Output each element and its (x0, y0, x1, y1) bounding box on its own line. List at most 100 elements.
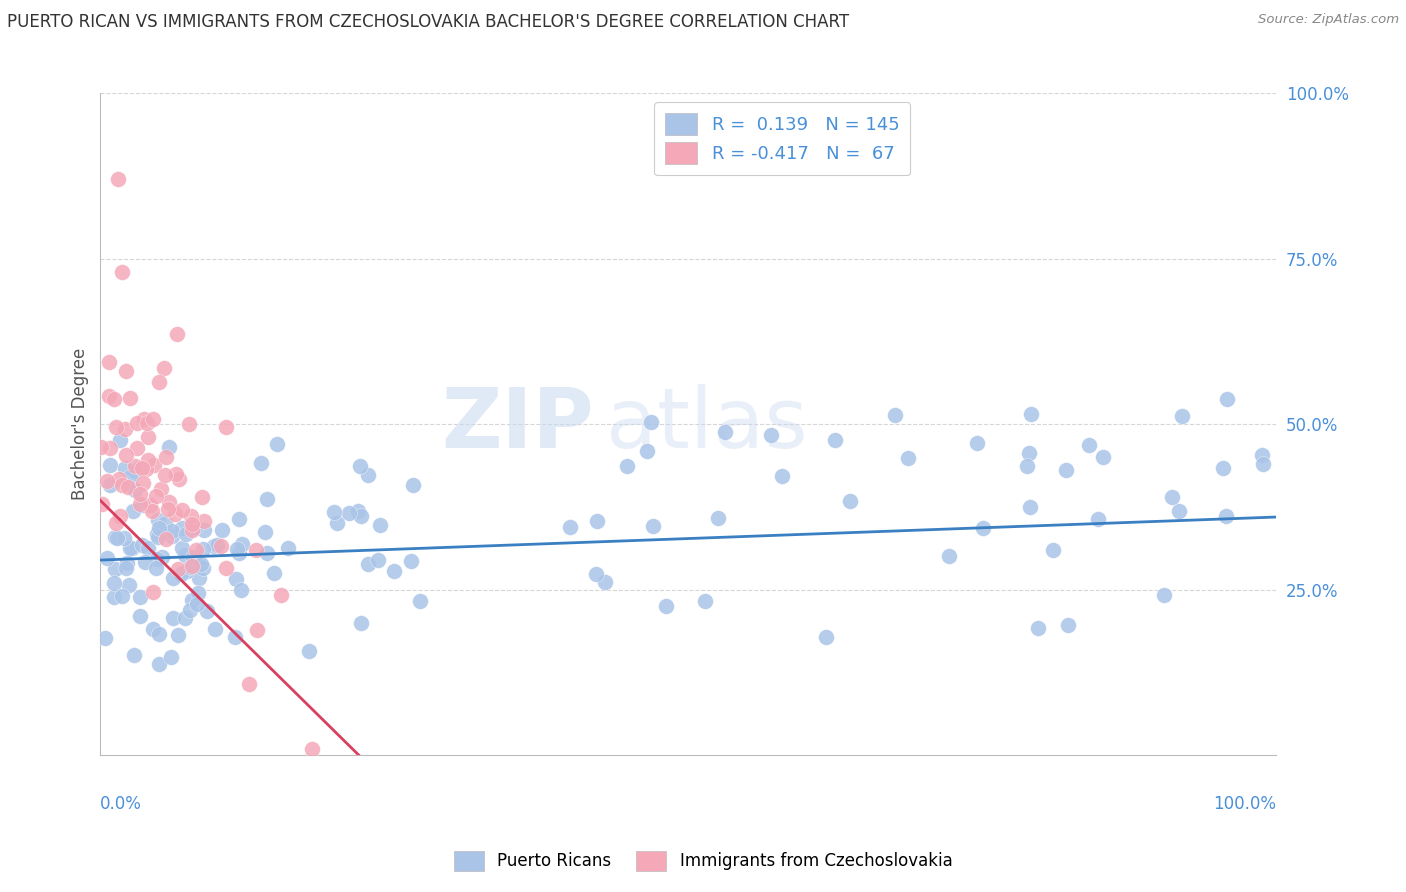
Point (770, 468, 793, 483)
Point (585, 514, 607, 528)
Point (160, 529, 183, 543)
Point (132, 499, 155, 513)
Point (1087, 512, 1109, 526)
Point (134, 555, 156, 569)
Point (256, 491, 278, 506)
Point (1251, 448, 1274, 462)
Text: ZIP: ZIP (441, 384, 595, 465)
Point (145, 561, 167, 575)
Point (125, 416, 148, 430)
Point (1018, 446, 1040, 460)
Point (225, 542, 247, 557)
Point (120, 469, 142, 483)
Point (1160, 490, 1182, 504)
Point (131, 538, 153, 552)
Point (188, 559, 211, 574)
Point (1042, 542, 1064, 557)
Point (231, 536, 253, 550)
Point (118, 541, 141, 555)
Point (277, 541, 299, 555)
Point (170, 521, 193, 535)
Point (145, 489, 167, 503)
Point (349, 459, 371, 474)
Point (139, 498, 162, 512)
Point (193, 561, 215, 575)
Point (654, 599, 676, 613)
Point (883, 408, 905, 422)
Point (191, 542, 214, 557)
Point (124, 483, 146, 498)
Point (150, 550, 173, 565)
Point (263, 566, 285, 580)
Point (148, 375, 170, 389)
Point (128, 608, 150, 623)
Point (176, 564, 198, 578)
Point (180, 517, 202, 532)
Point (134, 412, 156, 426)
Point (641, 518, 664, 533)
Point (759, 428, 782, 442)
Point (245, 543, 267, 558)
Legend: R =  0.139   N = 145, R = -0.417   N =  67: R = 0.139 N = 145, R = -0.417 N = 67 (654, 103, 911, 176)
Point (148, 513, 170, 527)
Point (181, 523, 204, 537)
Point (121, 541, 143, 555)
Text: Source: ZipAtlas.com: Source: ZipAtlas.com (1258, 13, 1399, 27)
Point (938, 549, 960, 563)
Point (127, 442, 149, 456)
Point (110, 509, 132, 524)
Point (1251, 457, 1274, 471)
Point (97, 355, 120, 369)
Point (157, 502, 180, 516)
Point (186, 597, 208, 611)
Point (347, 504, 370, 518)
Point (153, 360, 176, 375)
Point (972, 521, 994, 535)
Point (211, 523, 233, 537)
Point (266, 437, 288, 451)
Point (209, 539, 232, 553)
Point (1215, 508, 1237, 523)
Point (117, 480, 139, 494)
Point (142, 585, 165, 599)
Point (180, 509, 202, 524)
Point (357, 558, 380, 572)
Point (128, 497, 150, 511)
Point (204, 622, 226, 636)
Point (142, 622, 165, 636)
Point (824, 433, 846, 447)
Point (179, 603, 201, 617)
Point (125, 464, 148, 478)
Point (148, 657, 170, 671)
Point (350, 509, 373, 524)
Point (195, 604, 218, 618)
Point (357, 468, 380, 483)
Point (111, 589, 134, 603)
Point (1212, 461, 1234, 475)
Point (165, 467, 187, 481)
Point (585, 566, 607, 581)
Point (270, 588, 292, 602)
Point (183, 520, 205, 534)
Point (238, 677, 260, 691)
Legend: Puerto Ricans, Immigrants from Czechoslovakia: Puerto Ricans, Immigrants from Czechoslo… (446, 842, 960, 880)
Point (136, 416, 159, 430)
Point (1091, 450, 1114, 464)
Point (110, 265, 132, 279)
Point (132, 475, 155, 490)
Point (225, 572, 247, 586)
Point (814, 630, 837, 644)
Point (136, 453, 159, 467)
Point (142, 458, 165, 472)
Point (229, 583, 252, 598)
Point (148, 627, 170, 641)
Point (181, 549, 204, 564)
Point (105, 516, 128, 531)
Point (1216, 392, 1239, 407)
Point (118, 578, 141, 592)
Point (104, 530, 127, 544)
Point (695, 594, 717, 608)
Point (1078, 438, 1101, 452)
Point (350, 615, 373, 630)
Point (301, 741, 323, 756)
